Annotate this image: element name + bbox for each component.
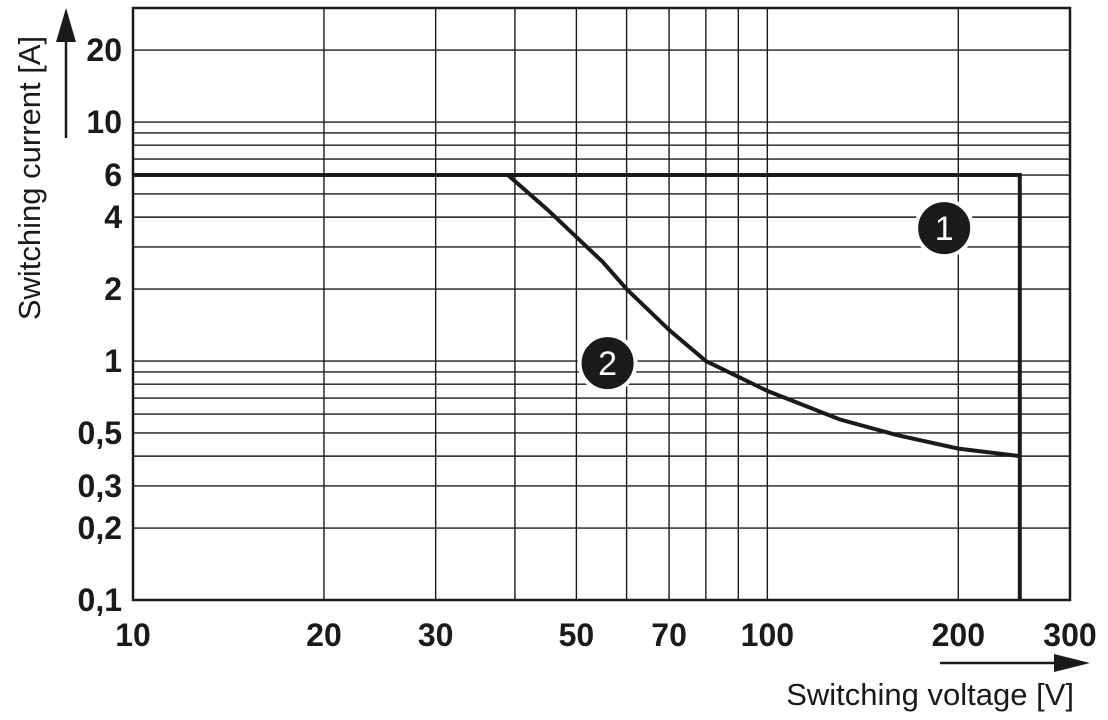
- x-tick-label: 10: [115, 617, 151, 653]
- y-tick-label: 20: [86, 32, 122, 68]
- y-tick-label: 4: [104, 199, 122, 235]
- y-tick-label: 2: [104, 271, 122, 307]
- series-1-line: [133, 173, 1022, 600]
- y-axis-title: Switching current [A]: [12, 36, 47, 320]
- y-tick-labels: 0,1 0,2 0,3 0,5 1 2 4 6 10 20: [78, 32, 123, 618]
- marker-1-circle: [914, 198, 975, 259]
- y-tick-label: 0,2: [78, 510, 122, 546]
- x-axis-arrowhead: [1054, 654, 1090, 672]
- x-tick-labels: 10 20 30 50 70 100 200 300: [115, 617, 1096, 653]
- plot-frame: [131, 6, 1072, 602]
- y-tick-label: 10: [86, 104, 122, 140]
- y-tick-label: 0,3: [78, 468, 122, 504]
- marker-1-label: 1: [935, 210, 954, 248]
- marker-group: 12: [577, 198, 975, 394]
- x-tick-label: 20: [306, 617, 342, 653]
- x-tick-label: 50: [559, 617, 595, 653]
- series-2-line: [506, 173, 1021, 459]
- y-tick-label: 6: [104, 157, 122, 193]
- x-tick-label: 100: [741, 617, 794, 653]
- x-tick-label: 300: [1043, 617, 1096, 653]
- x-tick-label: 30: [418, 617, 454, 653]
- grid: [132, 8, 1071, 601]
- y-axis-arrowhead: [56, 8, 76, 42]
- series-group: [133, 173, 1022, 600]
- y-tick-label: 0,5: [78, 415, 122, 451]
- y-tick-label: 1: [104, 343, 122, 379]
- x-axis-title: Switching voltage [V]: [786, 677, 1074, 712]
- x-tick-label: 200: [932, 617, 985, 653]
- x-tick-label: 70: [651, 617, 687, 653]
- y-tick-label: 0,1: [78, 582, 122, 618]
- marker-2-label: 2: [598, 345, 617, 383]
- marker-2-circle: [577, 333, 638, 394]
